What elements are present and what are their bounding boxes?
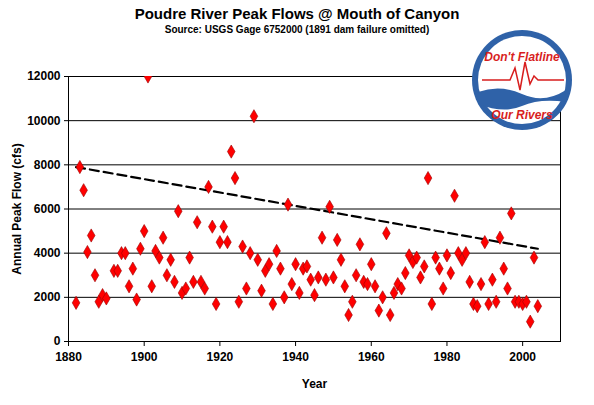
svg-text:Don't Flatline: Don't Flatline <box>484 50 560 64</box>
svg-text:Our Rivers: Our Rivers <box>491 108 553 122</box>
svg-text:1900: 1900 <box>131 350 158 364</box>
svg-text:1980: 1980 <box>434 350 461 364</box>
html-text:Poudre River Peak Flows @ Mout: Poudre River Peak Flows @ Mouth of Canyo… <box>134 5 460 22</box>
svg-text:1920: 1920 <box>207 350 234 364</box>
svg-text:0: 0 <box>54 334 61 348</box>
svg-text:2000: 2000 <box>509 350 536 364</box>
svg-text:6000: 6000 <box>34 202 61 216</box>
svg-text:10000: 10000 <box>27 114 61 128</box>
svg-text:8000: 8000 <box>34 158 61 172</box>
svg-text:Annual Peak Flow (cfs): Annual Peak Flow (cfs) <box>10 143 24 274</box>
svg-text:12000: 12000 <box>27 69 61 83</box>
svg-text:4000: 4000 <box>34 246 61 260</box>
svg-text:2000: 2000 <box>34 290 61 304</box>
svg-text:Year: Year <box>302 377 328 391</box>
svg-text:1880: 1880 <box>55 350 82 364</box>
svg-text:1940: 1940 <box>282 350 309 364</box>
svg-text:1960: 1960 <box>358 350 385 364</box>
html-text:Source: USGS Gage 6752000 (189: Source: USGS Gage 6752000 (1891 dam fail… <box>164 24 430 35</box>
